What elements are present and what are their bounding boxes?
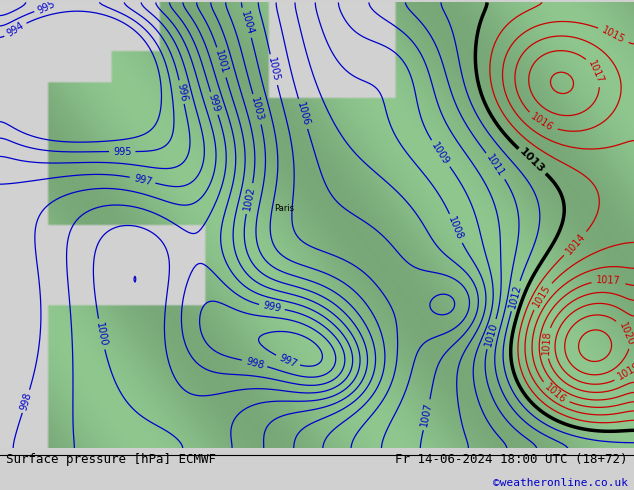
Text: 1008: 1008: [446, 215, 465, 242]
Text: 1015: 1015: [531, 283, 553, 309]
Text: 1007: 1007: [420, 402, 434, 428]
Text: 1014: 1014: [564, 231, 587, 256]
Text: 997: 997: [133, 173, 153, 187]
Text: 1012: 1012: [508, 283, 524, 309]
Text: 1011: 1011: [485, 153, 507, 179]
Text: 1005: 1005: [266, 56, 281, 83]
Text: 1001: 1001: [214, 49, 230, 75]
Text: 1006: 1006: [295, 101, 311, 127]
Text: 997: 997: [277, 352, 298, 369]
Text: 1016: 1016: [543, 382, 567, 405]
Text: 1009: 1009: [430, 141, 451, 167]
Text: 1015: 1015: [600, 24, 627, 45]
Text: 998: 998: [244, 356, 265, 370]
Text: 1013: 1013: [518, 147, 547, 175]
Text: ©weatheronline.co.uk: ©weatheronline.co.uk: [493, 478, 628, 488]
Text: 999: 999: [262, 300, 282, 314]
Text: 1020: 1020: [617, 320, 634, 347]
Text: 1002: 1002: [242, 186, 257, 212]
Text: Paris: Paris: [274, 204, 294, 213]
Text: Fr 14-06-2024 18:00 UTC (18+72): Fr 14-06-2024 18:00 UTC (18+72): [395, 453, 628, 466]
Text: 1000: 1000: [94, 321, 108, 347]
Text: 1018: 1018: [541, 330, 553, 356]
Text: 995: 995: [113, 147, 131, 156]
Text: 1010: 1010: [483, 321, 500, 347]
Text: Surface pressure [hPa] ECMWF: Surface pressure [hPa] ECMWF: [6, 453, 216, 466]
Text: 999: 999: [207, 93, 222, 114]
Text: 998: 998: [18, 391, 34, 412]
Text: 1003: 1003: [249, 96, 265, 122]
Text: 995: 995: [36, 0, 57, 16]
Text: 994: 994: [5, 20, 26, 39]
Text: 1004: 1004: [239, 9, 255, 36]
Text: 1016: 1016: [529, 112, 555, 133]
Text: 1017: 1017: [586, 59, 605, 85]
Text: 1017: 1017: [596, 275, 621, 286]
Text: 1019: 1019: [616, 361, 634, 382]
Text: 996: 996: [175, 82, 188, 102]
